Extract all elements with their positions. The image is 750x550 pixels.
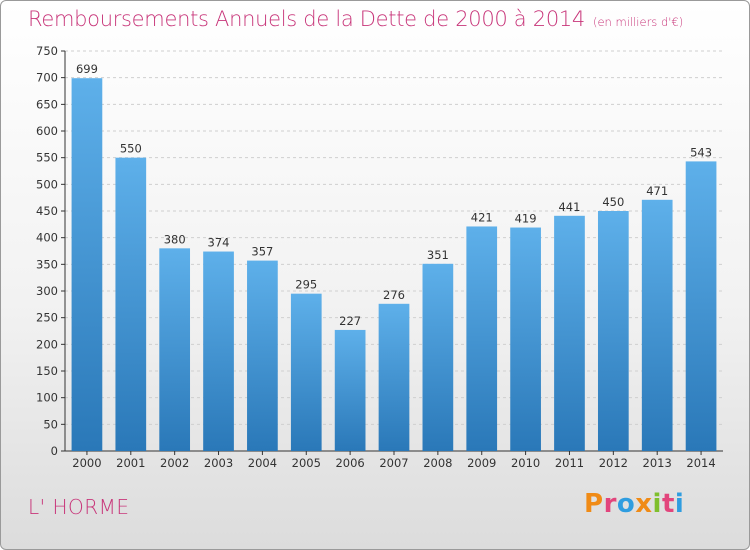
logo-letter: r	[603, 489, 617, 519]
y-tick-label: 50	[43, 417, 58, 431]
logo-letter: o	[616, 489, 636, 519]
data-labels: 699 550 380 374 357 295 227 276 351 421 419 441 450 4…	[76, 62, 712, 328]
y-tick-label: 300	[36, 284, 58, 298]
bar-2001	[115, 157, 147, 451]
chart-subtitle: (en milliers d'€)	[593, 15, 684, 29]
bar-2010	[510, 227, 541, 451]
x-tick-label: 2003	[204, 456, 233, 470]
proxiti-logo: Proxiti	[584, 489, 684, 519]
logo-letter: P	[584, 489, 604, 519]
logo-letter: i	[652, 489, 662, 519]
bar-2008	[422, 263, 454, 451]
bar-2014	[685, 161, 717, 451]
x-tick-label: 2013	[643, 456, 672, 470]
y-tick-label: 750	[36, 44, 58, 58]
x-tick-label: 2002	[160, 456, 189, 470]
x-tick-label: 2011	[555, 456, 584, 470]
bar-2006	[334, 329, 366, 451]
data-label-2003: 374	[208, 236, 230, 250]
x-tick-label: 2006	[335, 456, 364, 470]
data-label-2014: 543	[690, 145, 712, 159]
logo-letter: x	[635, 489, 653, 519]
y-tick-label: 0	[51, 444, 58, 458]
bar-2011	[554, 215, 585, 451]
data-label-2006: 227	[339, 314, 361, 328]
y-tick-label: 150	[36, 364, 58, 378]
data-label-2011: 441	[558, 200, 580, 214]
chart-title: Remboursements Annuels de la Dette de 20…	[28, 7, 683, 31]
x-tick-label: 2009	[467, 456, 496, 470]
data-label-2005: 295	[295, 278, 317, 292]
x-tick-label: 2007	[379, 456, 408, 470]
y-tick-label: 250	[36, 311, 58, 325]
data-label-2000: 699	[76, 62, 98, 76]
bar-2000	[71, 78, 103, 451]
x-tick-label: 2008	[423, 456, 452, 470]
bar-2013	[641, 199, 673, 451]
y-tick-label: 550	[36, 151, 58, 165]
bar-2012	[597, 211, 629, 451]
y-tick-label: 400	[36, 231, 58, 245]
y-tick-label: 450	[36, 204, 58, 218]
x-tick-label: 2000	[72, 456, 101, 470]
data-label-2012: 450	[602, 195, 624, 209]
logo-letter: t	[661, 489, 675, 519]
x-tick-label: 2012	[599, 456, 628, 470]
data-label-2008: 351	[427, 248, 449, 262]
data-label-2010: 419	[515, 212, 537, 226]
x-tick-label: 2001	[116, 456, 145, 470]
y-tick-label: 600	[36, 124, 58, 138]
data-label-2004: 357	[251, 245, 273, 259]
data-label-2007: 276	[383, 288, 405, 302]
y-tick-label: 650	[36, 97, 58, 111]
x-tick-label: 2005	[292, 456, 321, 470]
bar-2003	[203, 251, 234, 451]
y-tick-label: 100	[36, 391, 58, 405]
axes: 0 50 100 150 200 250 300 350 400 450 500 550 600 650 7…	[36, 44, 723, 470]
y-tick-label: 500	[36, 177, 58, 191]
x-tick-label: 2004	[248, 456, 277, 470]
y-tick-label: 700	[36, 71, 58, 85]
y-tick-label: 200	[36, 337, 58, 351]
bar-2002	[159, 248, 191, 451]
bars	[71, 78, 717, 451]
bar-2005	[290, 293, 322, 451]
logo-letter: i	[674, 489, 685, 519]
data-label-2001: 550	[120, 142, 142, 156]
bar-2009	[466, 226, 498, 451]
data-label-2013: 471	[646, 184, 668, 198]
x-tick-label: 2010	[511, 456, 540, 470]
data-label-2002: 380	[164, 232, 186, 246]
bar-2004	[247, 260, 278, 451]
data-label-2009: 421	[471, 210, 493, 224]
chart-title-text: Remboursements Annuels de la Dette de 20…	[28, 7, 585, 31]
bar-2007	[378, 303, 410, 451]
y-tick-label: 350	[36, 257, 58, 271]
commune-name: L' HORME	[28, 495, 130, 519]
x-tick-label: 2014	[686, 456, 715, 470]
